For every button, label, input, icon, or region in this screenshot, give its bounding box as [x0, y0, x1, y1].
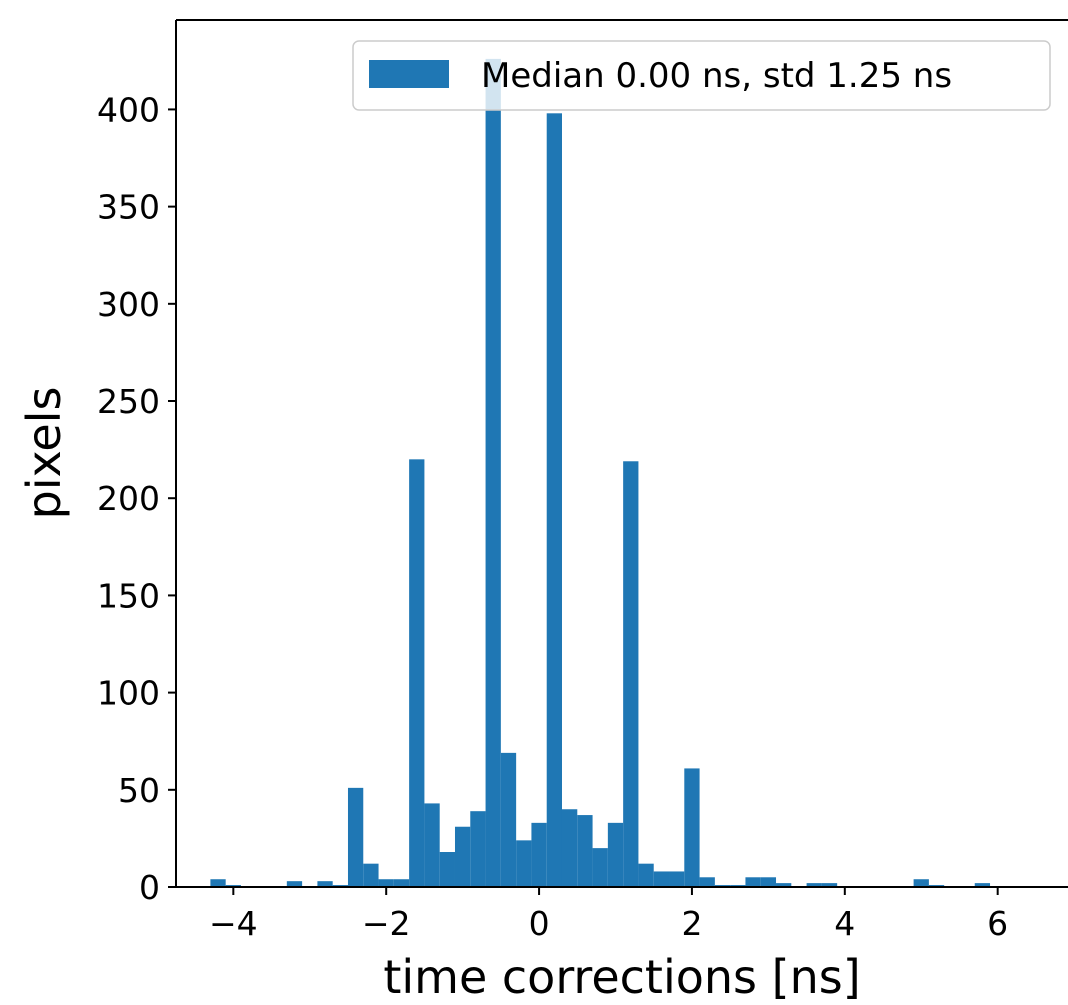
- histogram-bar: [638, 863, 654, 887]
- x-tick-label: −4: [209, 904, 258, 943]
- histogram-bar: [424, 803, 440, 887]
- legend: Median 0.00 ns, std 1.25 ns: [352, 40, 1051, 111]
- histogram-bar: [607, 822, 624, 887]
- legend-label: Median 0.00 ns, std 1.25 ns: [481, 56, 952, 96]
- y-tick-label: 350: [97, 188, 160, 227]
- histogram-bar: [561, 809, 578, 887]
- histogram-bar: [913, 879, 929, 887]
- histogram-bar: [699, 877, 715, 887]
- histogram-bar: [409, 459, 425, 887]
- histogram-bar: [516, 840, 532, 887]
- y-tick-label: 50: [118, 771, 160, 810]
- y-tick-label: 250: [97, 382, 160, 421]
- histogram-bar: [363, 863, 379, 887]
- histogram-bar: [760, 877, 777, 887]
- y-tick-label: 0: [139, 868, 160, 907]
- histogram-bar: [974, 883, 991, 887]
- histogram-bar: [210, 879, 226, 887]
- legend-frame: [352, 40, 1051, 111]
- histogram-bar: [500, 752, 517, 887]
- histogram-bar: [531, 822, 547, 887]
- histogram-bar: [745, 877, 761, 887]
- x-tick-label: 2: [681, 904, 702, 943]
- histogram-bar: [669, 871, 685, 887]
- histogram-bar: [592, 848, 608, 887]
- histogram-bar: [393, 879, 410, 887]
- legend-swatch: [369, 60, 449, 88]
- x-tick-label: −2: [362, 904, 411, 943]
- histogram-bar: [776, 883, 792, 887]
- histogram-bar: [439, 852, 455, 887]
- histogram-bar: [454, 826, 471, 887]
- x-tick-label: 4: [834, 904, 855, 943]
- histogram-bar: [821, 883, 838, 887]
- histogram-bar: [623, 461, 639, 887]
- axes-frame: [175, 19, 1068, 888]
- y-tick-label: 300: [97, 285, 160, 324]
- x-axis-title: time corrections [ns]: [383, 950, 860, 1004]
- histogram-bar: [806, 883, 822, 887]
- histogram-bar: [470, 811, 486, 887]
- histogram-bar: [286, 881, 303, 887]
- histogram-bars: [210, 58, 991, 888]
- histogram-bar: [378, 879, 394, 887]
- histogram-bar: [653, 871, 670, 887]
- x-tick-label: 6: [987, 904, 1008, 943]
- histogram-bar: [347, 787, 364, 887]
- y-tick-label: 400: [97, 90, 160, 129]
- histogram-bar: [317, 881, 333, 887]
- histogram-bar: [485, 58, 501, 888]
- histogram-bar: [577, 815, 593, 887]
- histogram-bar: [684, 768, 700, 887]
- y-axis-ticks: 0 50 100 150 200 250 300 350 400: [97, 90, 176, 907]
- y-tick-label: 200: [97, 479, 160, 518]
- histogram-bar: [546, 113, 562, 887]
- y-tick-label: 150: [97, 576, 160, 615]
- y-axis-title: pixels: [17, 387, 71, 520]
- y-tick-label: 100: [97, 674, 160, 713]
- x-axis-ticks: −4 −2 0 2 4 6: [209, 887, 1008, 943]
- x-tick-label: 0: [529, 904, 550, 943]
